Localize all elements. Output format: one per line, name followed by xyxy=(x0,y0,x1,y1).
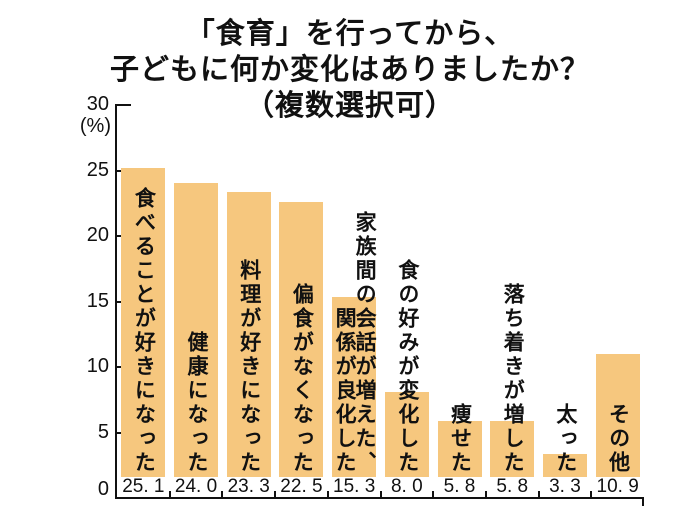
x-axis-tick xyxy=(168,491,171,497)
x-axis-tick xyxy=(537,491,540,497)
y-axis-tick-label: 20 xyxy=(86,224,109,246)
x-axis-tick xyxy=(432,491,435,497)
bar-value-label: 3. 3 xyxy=(549,476,581,497)
bar-value-label: 5. 8 xyxy=(496,476,529,497)
y-axis-tick-label: 25 xyxy=(86,158,109,181)
y-axis-tick-label: 5 xyxy=(97,420,109,443)
x-axis-tick xyxy=(221,491,224,497)
chart-title-line-3: （複数選択可） xyxy=(244,90,455,122)
bar-category-label: 健康になった xyxy=(185,331,208,475)
x-axis-tick xyxy=(326,491,329,497)
y-axis-tick-label: 0 xyxy=(97,478,109,500)
bar-value-label: 23. 3 xyxy=(227,476,270,497)
bar-value-label: 10. 9 xyxy=(596,476,639,497)
bars-layer: 食べることが好きになった 25. 1 健康になった 24. 0 料理が好きになっ… xyxy=(117,104,644,497)
bar xyxy=(332,296,377,497)
bar-category-label: 家族間の会話が増えた、 関係が良化した xyxy=(333,211,377,475)
bar-slot: 食べることが好きになった 25. 1 xyxy=(117,104,170,497)
y-axis-tick xyxy=(117,104,131,106)
y-axis-tick-label: 10 xyxy=(86,355,109,377)
x-axis-tick xyxy=(274,491,277,497)
x-axis-tick xyxy=(484,491,487,497)
bar-slot: 家族間の会話が増えた、 関係が良化した 15. 3 xyxy=(328,104,381,497)
y-axis-tick xyxy=(117,366,125,368)
bar xyxy=(595,354,640,497)
bar xyxy=(174,182,219,497)
y-axis-unit-label: (%) xyxy=(79,115,111,137)
bar-value-label: 25. 1 xyxy=(122,476,165,497)
chart-title: 「食育」を行ってから、 子どもに何か変化はありましたか？ （複数選択可） xyxy=(0,16,700,124)
bar-category-label: 太った xyxy=(553,403,577,475)
bar xyxy=(279,202,324,497)
bar-category-label: 落ち着きが増した xyxy=(501,283,525,475)
bar-slot: 痩せた 5. 8 xyxy=(433,104,486,497)
bar-category-label: その他 xyxy=(606,403,630,475)
x-axis-tick xyxy=(379,491,382,497)
y-axis-tick xyxy=(117,300,125,303)
bar-slot: 落ち着きが増した 5. 8 xyxy=(486,104,539,497)
bar-slot: その他 10. 9 xyxy=(591,104,644,497)
bar-category-label: 偏食がなくなった xyxy=(290,283,314,475)
y-axis-tick-label: 15 xyxy=(86,289,109,312)
bar-category-label: 食の好みが変化した xyxy=(395,259,419,475)
chart-title-line-1: 「食育」を行ってから、 xyxy=(185,18,515,50)
y-axis-tick xyxy=(117,431,125,434)
plot-area: (%) 食べることが好きになった 25. 1 健康になった 24. 0 料理が好… xyxy=(80,94,644,506)
bar-slot: 健康になった 24. 0 xyxy=(170,104,223,497)
bar-category-label: 料理が好きになった xyxy=(237,259,261,475)
bar-value-label: 15. 3 xyxy=(333,476,376,497)
value-label-strip xyxy=(117,477,644,497)
bar xyxy=(226,191,271,497)
bar-value-label: 5. 8 xyxy=(443,476,476,497)
x-axis-end-tick xyxy=(642,499,644,506)
bar-value-label: 22. 5 xyxy=(280,476,323,497)
y-axis-tick xyxy=(117,235,125,237)
y-axis-tick xyxy=(117,169,125,172)
bar-slot: 太った 3. 3 xyxy=(539,104,592,497)
bar-category-label: 痩せた xyxy=(448,403,472,475)
chart-title-line-2: 子どもに何か変化はありましたか？ xyxy=(109,54,590,86)
x-axis-tick xyxy=(590,491,593,497)
bar-slot: 食の好みが変化した 8. 0 xyxy=(381,104,434,497)
bar-slot: 偏食がなくなった 22. 5 xyxy=(275,104,328,497)
y-axis-tick-label: 30 xyxy=(86,93,109,115)
bar-value-label: 24. 0 xyxy=(174,476,218,497)
bar-slot: 料理が好きになった 23. 3 xyxy=(222,104,275,497)
bar xyxy=(121,168,166,497)
bar-value-label: 8. 0 xyxy=(390,476,423,497)
bar-category-label: 食べることが好きになった xyxy=(132,187,156,475)
